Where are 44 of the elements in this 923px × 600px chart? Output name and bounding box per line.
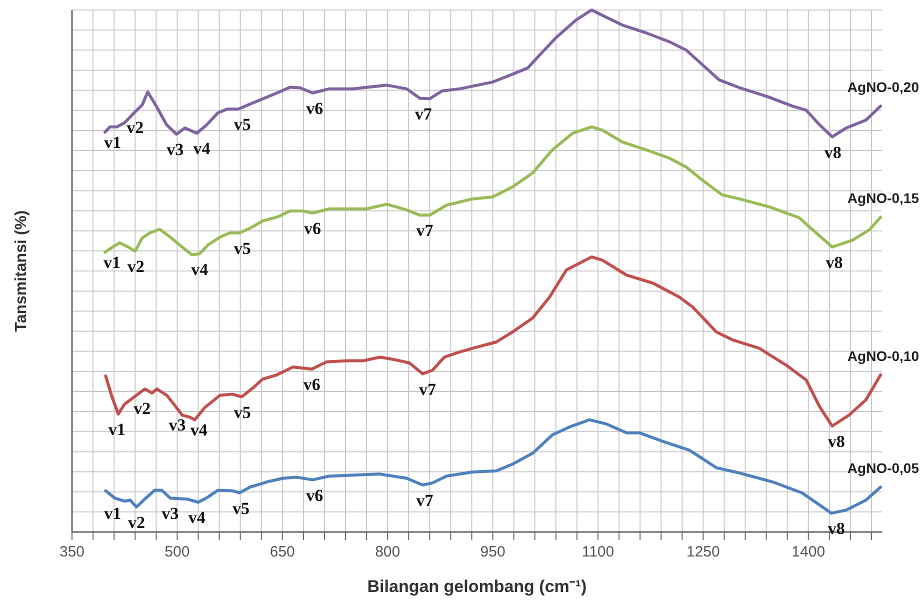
annotation: v7 xyxy=(416,221,434,240)
annotation: v3 xyxy=(168,415,186,434)
annotation: v1 xyxy=(103,252,120,272)
x-tick-label: 350 xyxy=(59,544,85,561)
annotation: v8 xyxy=(824,142,842,162)
annotation: v2 xyxy=(134,399,151,418)
annotation: v1 xyxy=(104,132,122,152)
annotation: v2 xyxy=(126,118,144,137)
annotation: v3 xyxy=(162,504,179,524)
annotation: v6 xyxy=(303,375,320,394)
annotation: v8 xyxy=(826,252,843,272)
series-label: AgNO-0,05 xyxy=(847,460,920,476)
x-tick-label: 1100 xyxy=(582,544,614,561)
annotation: v4 xyxy=(191,260,209,279)
x-tick-label: 500 xyxy=(164,544,190,561)
x-tick-label: 650 xyxy=(270,544,295,561)
annotation: v6 xyxy=(306,99,324,118)
x-tick-label: 1400 xyxy=(792,544,826,561)
x-axis-title: Bilangan gelombang (cm⁻¹) xyxy=(367,577,587,596)
annotation: v5 xyxy=(234,402,251,422)
annotation: v6 xyxy=(304,219,322,238)
annotation: v6 xyxy=(306,486,324,505)
annotation: v7 xyxy=(416,491,434,510)
annotation: v2 xyxy=(127,257,144,276)
series-label: AgNO-0,20 xyxy=(847,79,920,96)
series-label: AgNO-0,15 xyxy=(847,190,920,206)
x-tick-label: 950 xyxy=(480,544,506,561)
annotation: v5 xyxy=(232,498,250,518)
x-tick-label: 800 xyxy=(375,544,400,561)
annotation: v7 xyxy=(414,104,432,124)
y-axis-title: Tansmitansi (%) xyxy=(13,210,30,332)
annotation: v3 xyxy=(166,140,184,160)
series-label: AgNO-0,10 xyxy=(847,348,920,364)
annotation: v8 xyxy=(828,432,845,452)
annotation: v5 xyxy=(234,238,251,258)
annotation: v7 xyxy=(419,380,437,399)
annotation: v5 xyxy=(234,115,251,134)
annotation: v4 xyxy=(193,139,211,158)
annotation: v4 xyxy=(188,508,206,528)
annotation: v2 xyxy=(128,512,146,532)
annotation: v1 xyxy=(108,420,126,440)
x-tick-label: 1250 xyxy=(686,544,720,561)
annotation: v1 xyxy=(104,504,122,524)
annotation: v4 xyxy=(190,420,208,440)
